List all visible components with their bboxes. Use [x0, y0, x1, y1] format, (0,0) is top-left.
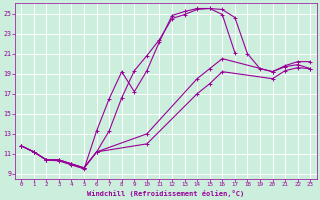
X-axis label: Windchill (Refroidissement éolien,°C): Windchill (Refroidissement éolien,°C): [87, 190, 244, 197]
